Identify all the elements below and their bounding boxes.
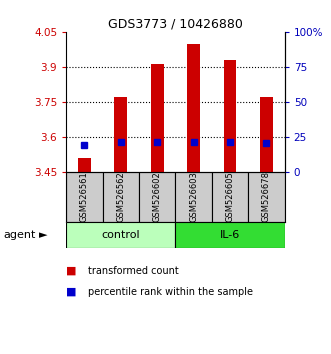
Text: ►: ► xyxy=(39,230,47,240)
Text: ■: ■ xyxy=(66,266,77,276)
Text: GSM526678: GSM526678 xyxy=(262,171,271,223)
Bar xyxy=(248,172,285,222)
Bar xyxy=(224,60,236,172)
Bar xyxy=(151,64,164,172)
Bar xyxy=(260,97,273,172)
Text: percentile rank within the sample: percentile rank within the sample xyxy=(88,287,253,297)
Text: ■: ■ xyxy=(66,287,77,297)
Bar xyxy=(78,158,91,172)
Text: transformed count: transformed count xyxy=(88,266,178,276)
Bar xyxy=(103,172,139,222)
Text: control: control xyxy=(102,230,140,240)
Text: GSM526562: GSM526562 xyxy=(116,172,125,222)
Title: GDS3773 / 10426880: GDS3773 / 10426880 xyxy=(108,18,243,31)
Bar xyxy=(66,222,175,248)
Text: GSM526605: GSM526605 xyxy=(225,172,235,222)
Bar xyxy=(139,172,175,222)
Bar xyxy=(175,172,212,222)
Text: GSM526602: GSM526602 xyxy=(153,172,162,222)
Bar xyxy=(187,44,200,172)
Text: agent: agent xyxy=(3,230,36,240)
Text: GSM526561: GSM526561 xyxy=(80,172,89,222)
Bar xyxy=(212,172,248,222)
Bar xyxy=(66,172,103,222)
Text: IL-6: IL-6 xyxy=(220,230,240,240)
Bar xyxy=(175,222,285,248)
Text: GSM526603: GSM526603 xyxy=(189,172,198,222)
Bar xyxy=(115,97,127,172)
